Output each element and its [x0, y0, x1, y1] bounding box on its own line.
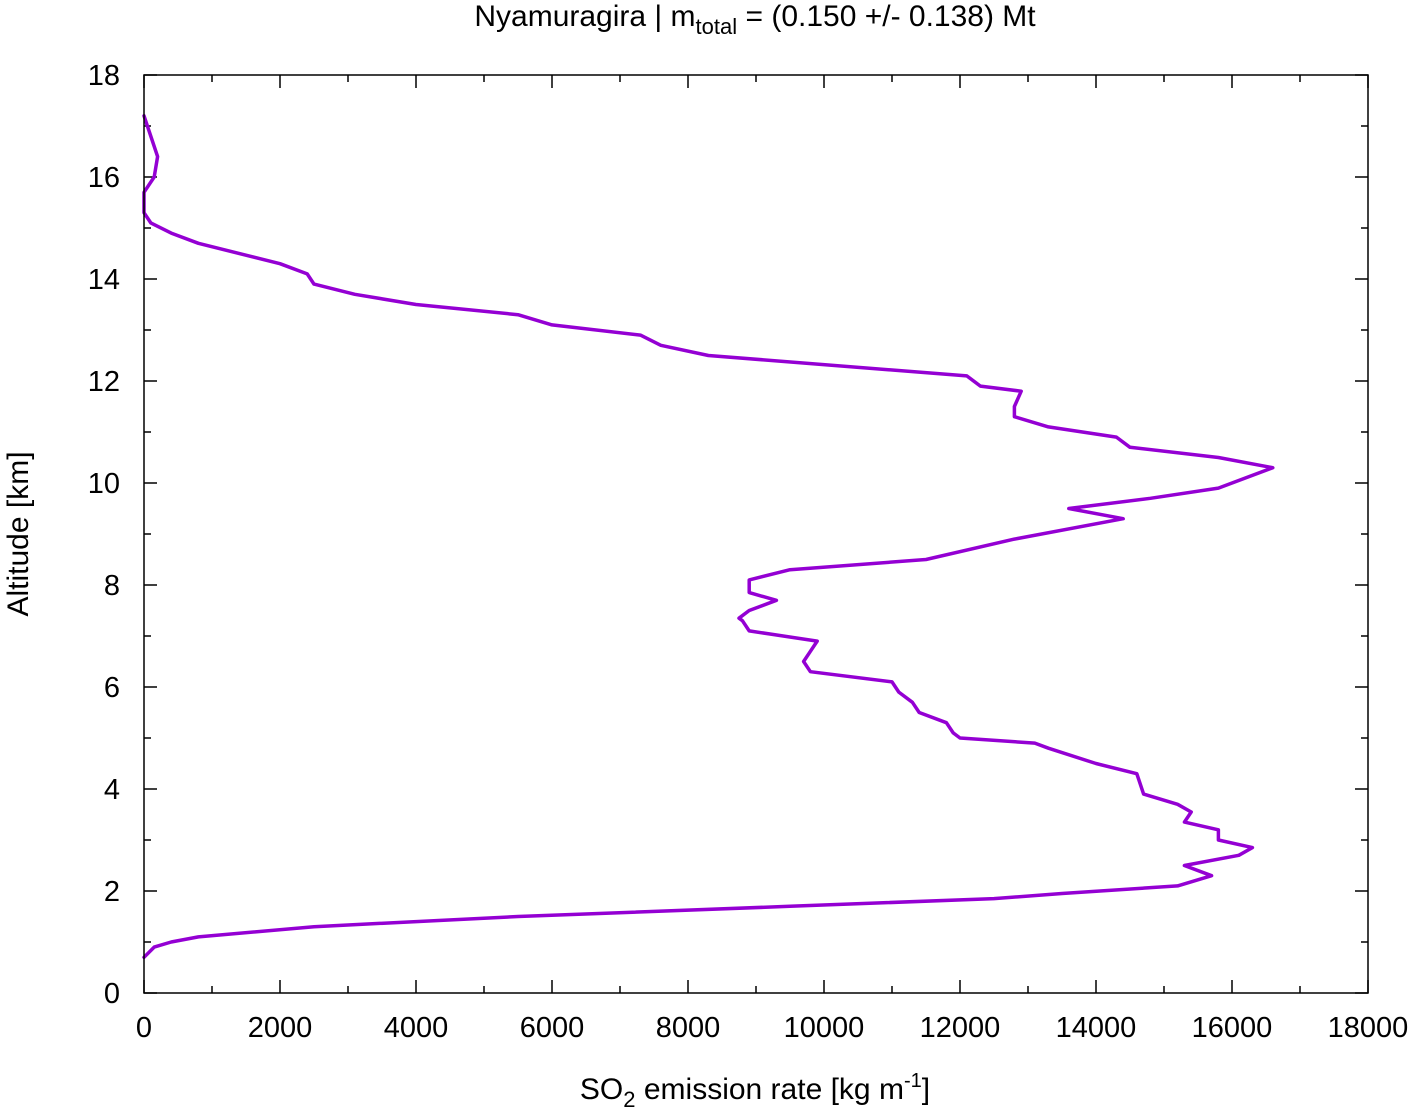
- x-tick-label: 8000: [656, 1012, 721, 1044]
- x-axis-title-superscript: -1: [904, 1070, 922, 1092]
- x-tick-label: 2000: [248, 1012, 313, 1044]
- y-tick-label: 10: [88, 468, 120, 500]
- y-tick-label: 18: [88, 60, 120, 92]
- x-tick-label: 10000: [784, 1012, 865, 1044]
- y-tick-label: 6: [104, 672, 120, 704]
- x-axis-title-subscript: 2: [623, 1087, 635, 1111]
- axis-ticks: [143, 74, 1369, 994]
- chart-title: Nyamuragira | mtotal = (0.150 +/- 0.138)…: [474, 0, 1036, 39]
- y-tick-label: 4: [104, 774, 120, 806]
- x-axis-title: SO2 emission rate [kg m-1]: [580, 1070, 930, 1111]
- x-tick-label: 6000: [520, 1012, 585, 1044]
- x-tick-label: 18000: [1328, 1012, 1409, 1044]
- series-line: [142, 114, 1275, 960]
- x-tick-label: 14000: [1056, 1012, 1137, 1044]
- y-tick-label: 0: [104, 978, 120, 1010]
- series-layer: [142, 114, 1275, 960]
- chart-title-subscript: total: [696, 14, 738, 39]
- y-tick-labels: 0 2 4 6 8 10 12 14 16 18: [88, 60, 120, 1010]
- x-tick-label: 16000: [1192, 1012, 1273, 1044]
- y-tick-label: 12: [88, 366, 120, 398]
- x-tick-label: 4000: [384, 1012, 449, 1044]
- y-tick-label: 2: [104, 876, 120, 908]
- y-axis-title: Altitude [km]: [2, 451, 35, 616]
- x-tick-labels: 0 2000 4000 6000 8000 10000 12000 14000 16000 180…: [136, 1012, 1408, 1044]
- y-tick-label: 8: [104, 570, 120, 602]
- x-tick-label: 0: [136, 1012, 152, 1044]
- x-tick-label: 12000: [920, 1012, 1001, 1044]
- y-tick-label: 14: [88, 264, 120, 296]
- y-tick-label: 16: [88, 162, 120, 194]
- plot-frame: [143, 74, 1369, 994]
